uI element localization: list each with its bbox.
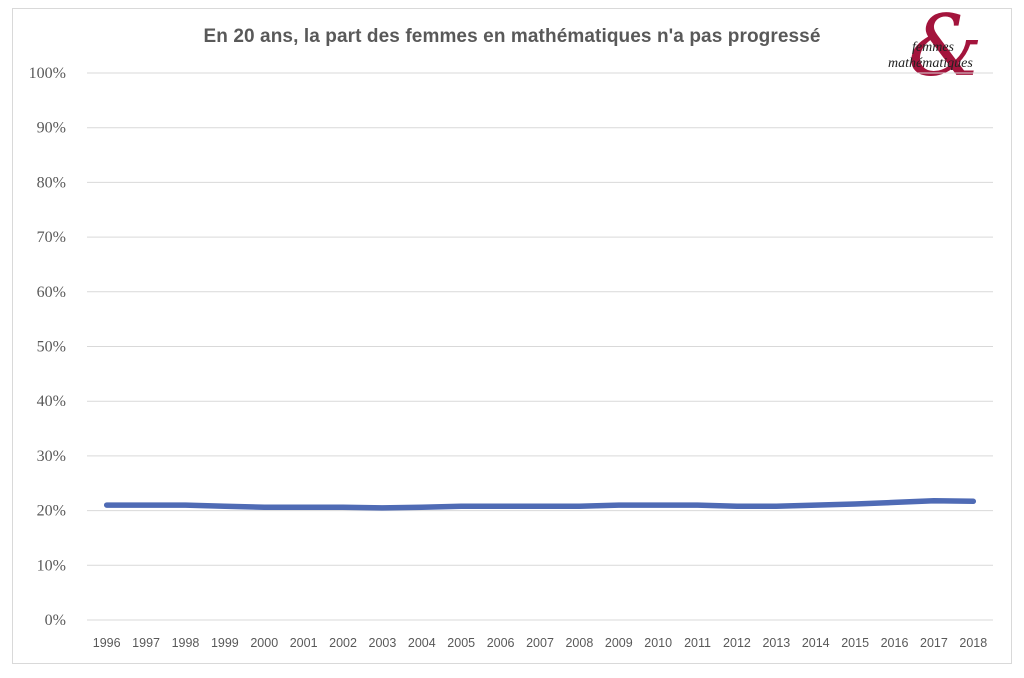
y-tick-label: 10%	[37, 557, 66, 574]
y-tick-label: 30%	[37, 448, 66, 465]
x-tick-label: 2000	[250, 636, 278, 650]
x-tick-label: 2011	[684, 636, 711, 650]
y-tick-label: 0%	[45, 612, 66, 629]
y-tick-label: 20%	[37, 503, 66, 520]
y-tick-label: 60%	[37, 284, 66, 301]
x-tick-label: 2010	[644, 636, 672, 650]
x-axis-ticks: 1996 1997 1998 1999 2000 2001 2002 2003 2004 2005…	[93, 636, 987, 650]
x-tick-label: 1997	[132, 636, 160, 650]
chart-title: En 20 ans, la part des femmes en mathéma…	[203, 26, 821, 47]
logo-word-femmes: femmes	[912, 40, 954, 55]
x-tick-label: 2014	[802, 636, 830, 650]
y-tick-label: 100%	[29, 65, 66, 82]
x-tick-label: 2001	[290, 636, 318, 650]
x-tick-label: 2005	[447, 636, 475, 650]
y-axis-ticks: 0% 10% 20% 30% 40% 50% 60% 70% 80% 90% 100%	[29, 65, 66, 629]
x-tick-label: 2003	[369, 636, 397, 650]
y-tick-label: 50%	[37, 339, 66, 356]
y-tick-label: 80%	[37, 174, 66, 191]
gridlines	[87, 72, 993, 621]
x-tick-label: 1996	[93, 636, 121, 650]
x-tick-label: 2009	[605, 636, 633, 650]
x-tick-label: 2007	[526, 636, 554, 650]
x-tick-label: 2013	[762, 636, 790, 650]
series-layer	[103, 498, 977, 511]
femmes-et-mathematiques-logo: & femmes mathématiques	[880, 4, 1005, 90]
y-tick-label: 70%	[37, 229, 66, 246]
x-tick-label: 2006	[487, 636, 515, 650]
y-tick-label: 40%	[37, 393, 66, 410]
x-tick-label: 2012	[723, 636, 751, 650]
x-tick-label: 1998	[172, 636, 200, 650]
x-tick-label: 2016	[881, 636, 909, 650]
x-tick-label: 2008	[565, 636, 593, 650]
x-tick-label: 2017	[920, 636, 948, 650]
chart-frame	[12, 8, 1012, 664]
x-tick-label: 1999	[211, 636, 239, 650]
x-tick-label: 2018	[959, 636, 987, 650]
series-line	[103, 498, 977, 511]
y-tick-label: 90%	[37, 120, 66, 137]
logo-word-mathematiques: mathématiques	[888, 56, 973, 71]
x-tick-label: 2002	[329, 636, 357, 650]
x-tick-label: 2004	[408, 636, 436, 650]
ampersand-logo-mark: &	[908, 0, 983, 95]
x-tick-label: 2015	[841, 636, 869, 650]
